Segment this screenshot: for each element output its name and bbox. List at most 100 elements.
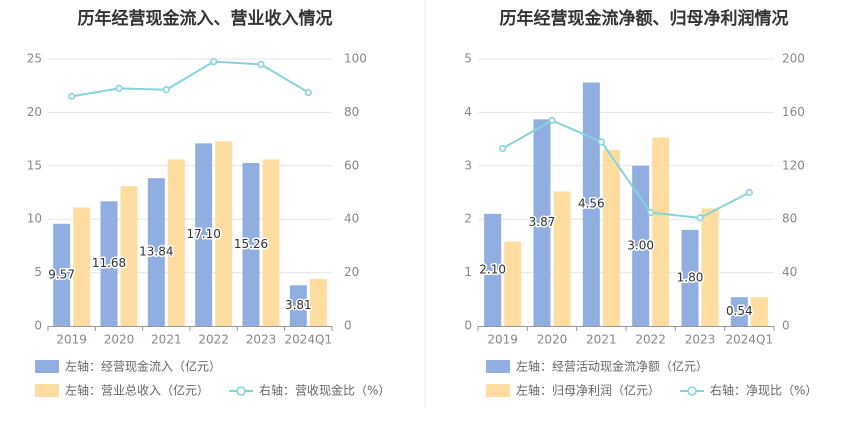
bar-data-label: 9.57 — [48, 267, 75, 281]
bar-secondary — [309, 279, 327, 326]
ratio-line-point — [548, 116, 556, 125]
bar-secondary — [750, 297, 768, 326]
x-tick-label: 2020 — [104, 333, 135, 347]
bar-primary — [147, 178, 165, 326]
ratio-line-point — [745, 188, 753, 197]
y-left-tick-label: 0 — [34, 319, 42, 333]
x-tick-label: 2022 — [635, 333, 666, 347]
bar-primary — [242, 163, 260, 326]
x-tick-label: 2023 — [685, 333, 716, 347]
x-tick-label: 2022 — [198, 333, 229, 347]
legend-label-secondary: 左轴：归母净利润（亿元） — [516, 383, 660, 398]
bar-primary — [484, 213, 502, 326]
x-tick-label: 2021 — [586, 333, 617, 347]
bar-secondary — [73, 207, 91, 326]
legend-label-line: 右轴：净现比（%） — [710, 383, 817, 398]
bar-data-label: 13.84 — [139, 245, 173, 259]
legend-swatch-primary — [35, 360, 59, 373]
bar-primary — [681, 229, 699, 326]
y-right-tick-label: 80 — [782, 212, 797, 226]
ratio-line-point — [115, 84, 123, 92]
bar-secondary — [120, 186, 138, 326]
x-tick-label: 2024Q1 — [285, 333, 333, 347]
bar-data-label: 17.10 — [186, 227, 220, 241]
bar-secondary — [262, 159, 280, 326]
ratio-line-point — [162, 86, 170, 94]
bar-data-label: 4.56 — [578, 197, 605, 211]
chart-panel-1: 历年经营现金流入、营业收入情况 0 5 10 15 20 25 0 20 40 60 80 100 201… — [27, 8, 391, 398]
ratio-line-point — [647, 208, 655, 217]
legend-swatch-primary — [486, 360, 510, 373]
y-left-tick-label: 25 — [27, 52, 42, 66]
y-right-tick-label: 40 — [344, 212, 359, 226]
bar-secondary — [504, 241, 522, 326]
legend-swatch-line-point — [687, 386, 697, 396]
y-left-tick-label: 10 — [27, 212, 42, 226]
legend-label-line: 右轴：营收现金比（%） — [259, 383, 390, 398]
y-right-tick-label: 60 — [344, 158, 359, 172]
bar-primary — [582, 82, 600, 326]
bar-data-label: 0.54 — [726, 304, 753, 318]
bar-data-label: 3.81 — [285, 298, 312, 312]
legend-label-secondary: 左轴：营业总收入（亿元） — [65, 383, 209, 398]
bar-secondary — [215, 141, 233, 326]
y-right-tick-label: 0 — [344, 319, 352, 333]
ratio-line-point — [257, 60, 265, 68]
x-tick-label: 2023 — [246, 333, 277, 347]
ratio-line-point — [597, 138, 605, 146]
legend-swatch-line-point — [236, 386, 246, 396]
bar-primary — [533, 119, 551, 326]
bar-primary — [53, 223, 71, 326]
y-left-tick-label: 5 — [464, 52, 472, 66]
bar-primary — [730, 297, 748, 326]
bar-secondary — [553, 191, 571, 326]
legend-label-primary: 左轴：经营活动现金流净额（亿元） — [516, 359, 708, 374]
y-left-tick-label: 2 — [464, 212, 472, 226]
y-left-tick-label: 1 — [464, 265, 472, 279]
y-left-tick-label: 5 — [34, 265, 42, 279]
bar-secondary — [602, 149, 620, 326]
chart-title: 历年经营现金流净额、归母净利润情况 — [500, 8, 789, 29]
ratio-line-point — [499, 144, 507, 153]
bar-data-label: 11.68 — [92, 256, 126, 270]
legend-label-primary: 左轴：经营现金流入（亿元） — [65, 359, 221, 374]
bar-data-label: 3.00 — [627, 238, 654, 252]
y-left-tick-label: 4 — [464, 105, 472, 119]
x-tick-label: 2020 — [537, 333, 568, 347]
y-right-tick-label: 0 — [782, 319, 790, 333]
y-left-tick-label: 20 — [27, 105, 42, 119]
y-right-tick-label: 80 — [344, 105, 359, 119]
ratio-line-point — [210, 58, 218, 66]
bar-primary — [289, 285, 307, 326]
chart-panel-2: 历年经营现金流净额、归母净利润情况 0 1 2 3 4 5 0 40 80 120 160 200 201… — [464, 8, 817, 398]
ratio-line — [71, 60, 309, 98]
ratio-line-point — [696, 214, 704, 222]
ratio-line — [502, 119, 750, 219]
y-right-tick-label: 120 — [782, 158, 805, 172]
y-right-tick-label: 40 — [782, 265, 797, 279]
chart-title: 历年经营现金流入、营业收入情况 — [78, 8, 333, 29]
y-left-tick-label: 3 — [464, 158, 472, 172]
ratio-line-point — [304, 88, 312, 96]
y-right-tick-label: 20 — [344, 265, 359, 279]
y-right-tick-label: 100 — [344, 52, 367, 66]
y-left-tick-label: 15 — [27, 158, 42, 172]
x-tick-label: 2019 — [487, 333, 518, 347]
legend-swatch-secondary — [486, 384, 510, 397]
y-right-tick-label: 160 — [782, 105, 805, 119]
ratio-line-point — [68, 92, 76, 100]
bar-data-label: 3.87 — [529, 215, 556, 229]
y-left-tick-label: 0 — [464, 319, 472, 333]
bar-secondary — [167, 159, 185, 326]
legend-swatch-secondary — [35, 384, 59, 397]
x-tick-label: 2019 — [56, 333, 87, 347]
bar-secondary — [701, 208, 719, 326]
bar-data-label: 2.10 — [479, 262, 506, 276]
x-tick-label: 2021 — [151, 333, 182, 347]
bar-primary — [195, 143, 213, 326]
bar-secondary — [652, 137, 670, 326]
x-tick-label: 2024Q1 — [726, 333, 774, 347]
y-right-tick-label: 200 — [782, 52, 805, 66]
bar-data-label: 1.80 — [677, 270, 704, 284]
